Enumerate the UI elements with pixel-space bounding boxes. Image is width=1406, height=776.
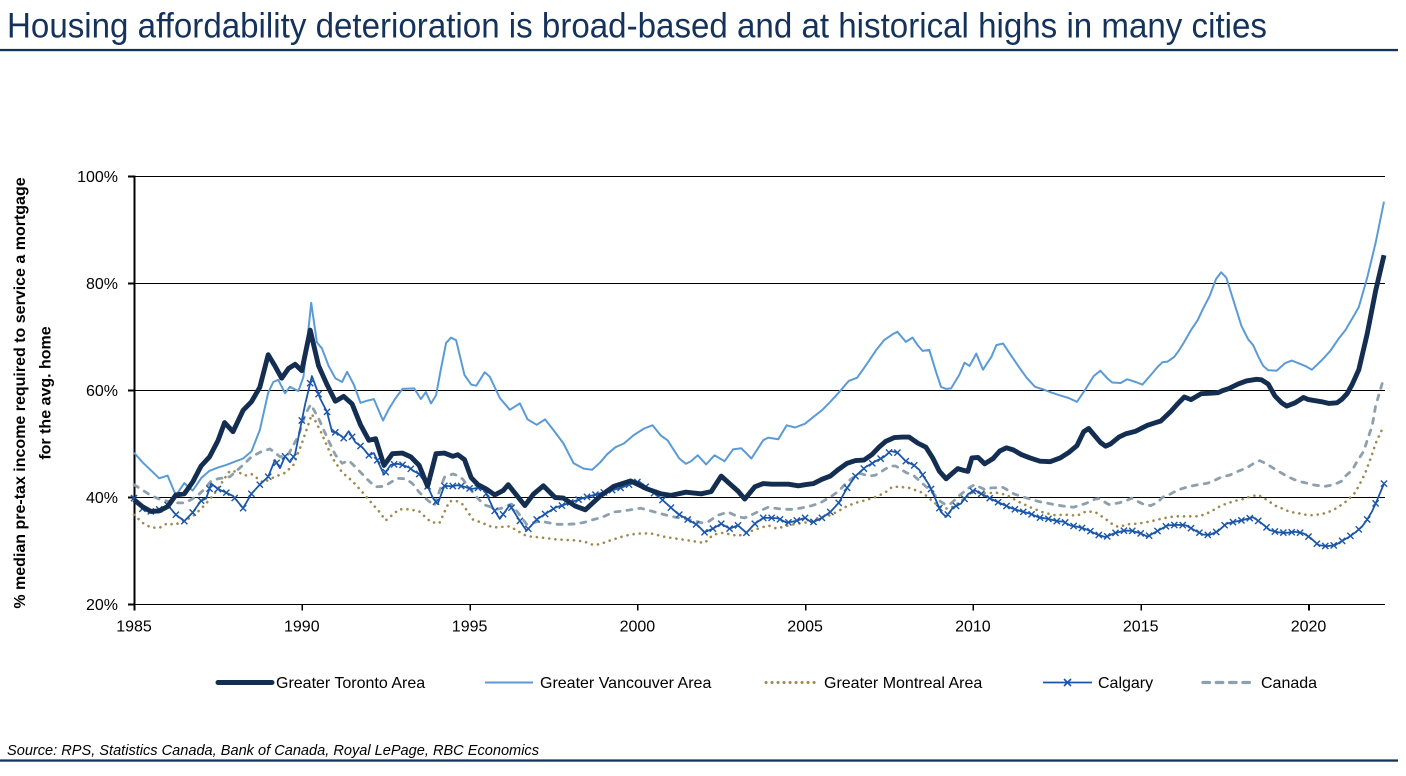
svg-text:2015: 2015	[1123, 619, 1159, 636]
svg-text:2020: 2020	[1291, 619, 1327, 636]
svg-text:Greater Vancouver Area: Greater Vancouver Area	[540, 675, 711, 692]
svg-text:100%: 100%	[77, 169, 118, 186]
svg-text:Housing affordability deterior: Housing affordability deterioration is b…	[7, 7, 1267, 46]
svg-text:20%: 20%	[86, 597, 118, 614]
svg-text:Greater Toronto Area: Greater Toronto Area	[276, 675, 425, 692]
svg-text:Calgary: Calgary	[1098, 675, 1153, 692]
svg-text:80%: 80%	[86, 276, 118, 293]
svg-text:2010: 2010	[955, 619, 991, 636]
svg-text:60%: 60%	[86, 383, 118, 400]
svg-text:Canada: Canada	[1261, 675, 1317, 692]
svg-text:1990: 1990	[284, 619, 320, 636]
svg-text:2005: 2005	[787, 619, 823, 636]
svg-text:for the avg. home: for the avg. home	[38, 326, 55, 459]
svg-text:40%: 40%	[86, 490, 118, 507]
svg-text:% median pre-tax income requir: % median pre-tax income required to serv…	[12, 177, 29, 608]
svg-text:1995: 1995	[452, 619, 488, 636]
svg-text:2000: 2000	[620, 619, 656, 636]
svg-text:Source: RPS, Statistics Canada: Source: RPS, Statistics Canada, Bank of …	[7, 742, 539, 759]
svg-text:1985: 1985	[116, 619, 152, 636]
svg-text:Greater Montreal Area: Greater Montreal Area	[824, 675, 982, 692]
